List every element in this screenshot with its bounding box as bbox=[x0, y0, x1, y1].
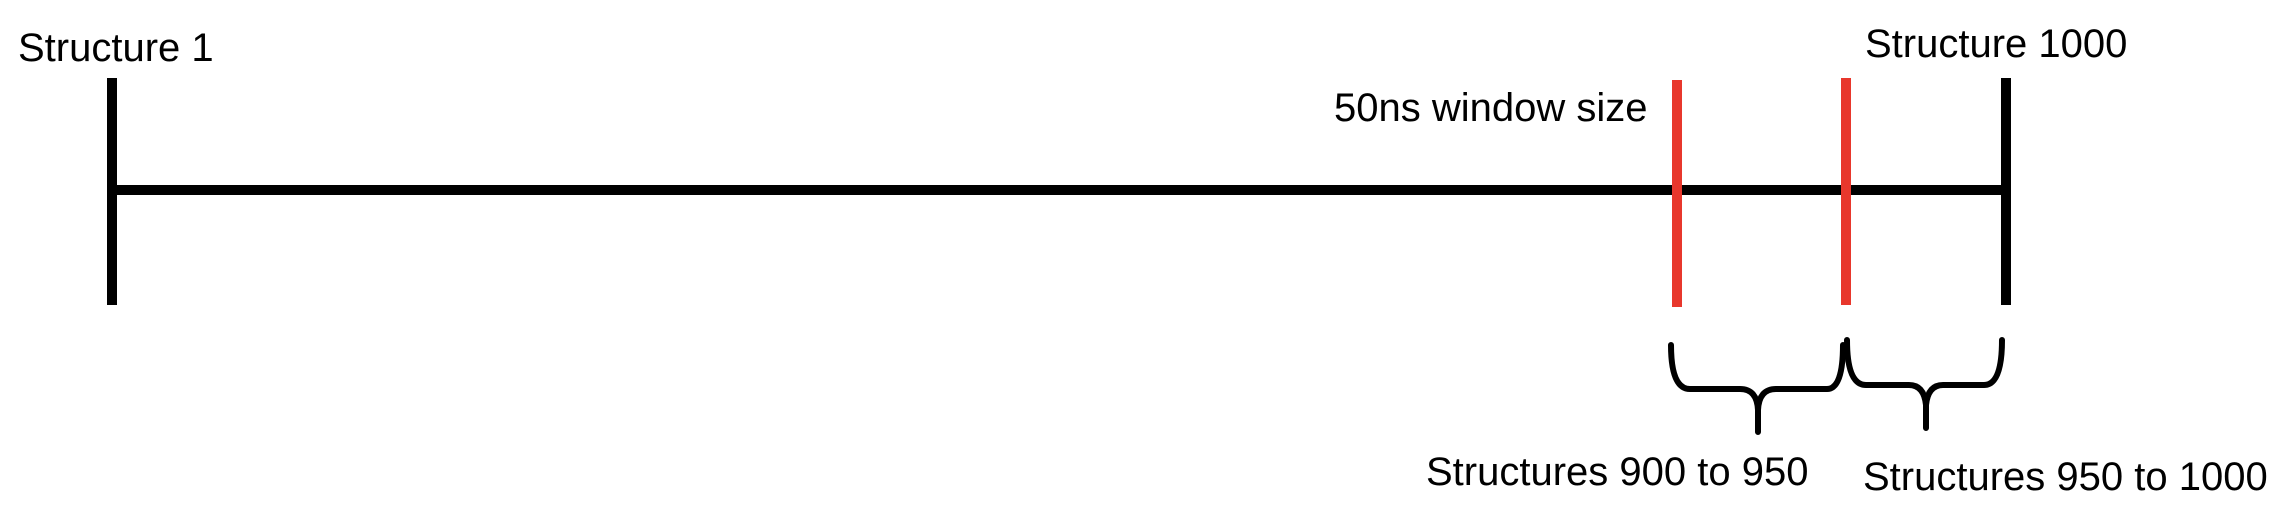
brace-900-950 bbox=[1668, 342, 1846, 435]
brace-950-1000 bbox=[1844, 337, 2005, 431]
range-950-1000-label: Structures 950 to 1000 bbox=[1863, 455, 2268, 499]
start-label: Structure 1 bbox=[18, 26, 214, 70]
range-900-950-label: Structures 900 to 950 bbox=[1426, 450, 1809, 494]
window-size-label: 50ns window size bbox=[1334, 86, 1648, 130]
end-label: Structure 1000 bbox=[1865, 22, 2128, 66]
